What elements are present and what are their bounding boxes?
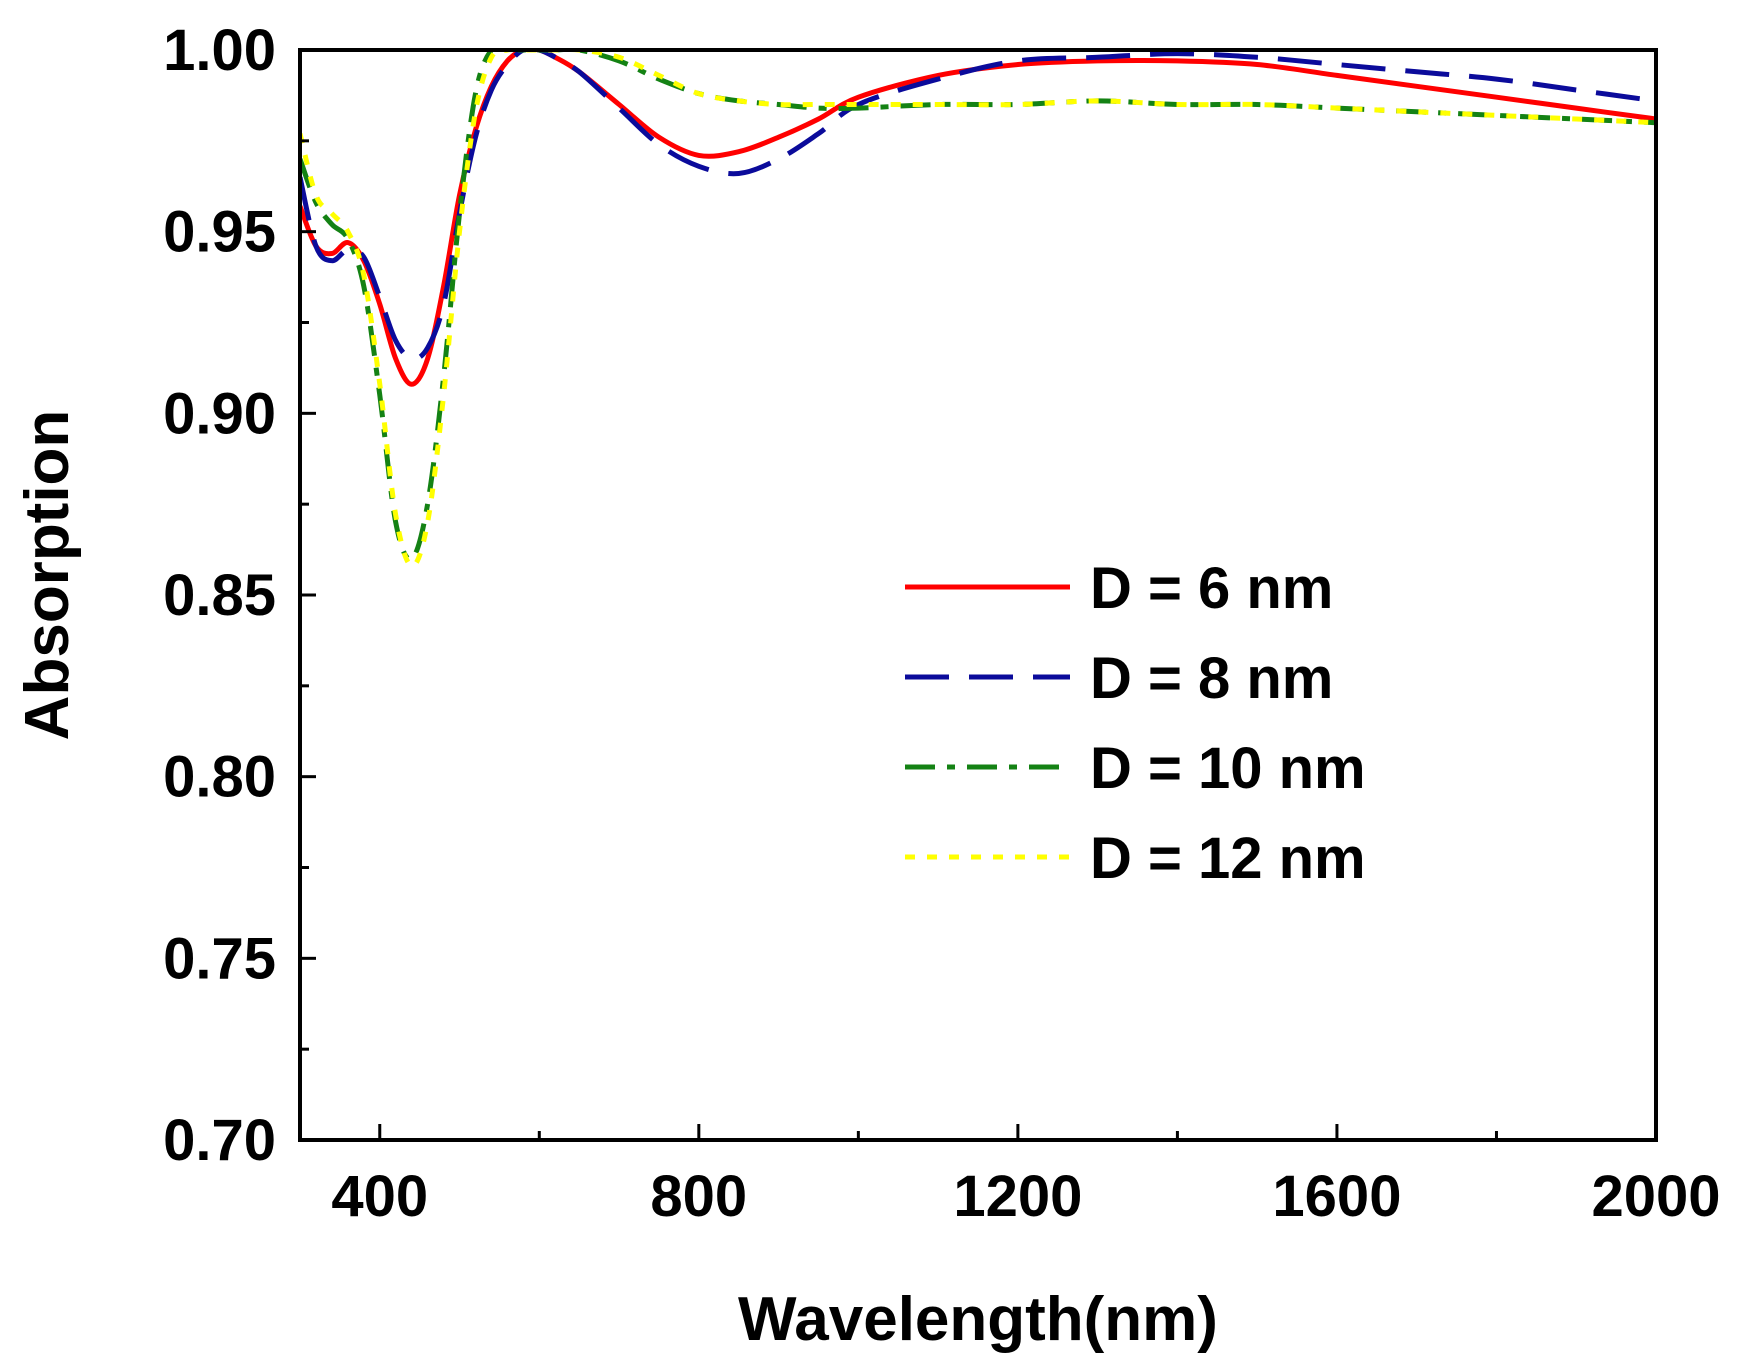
y-tick-label: 0.85 [163, 563, 276, 628]
x-tick-label: 1600 [1272, 1164, 1401, 1229]
tick-labels-layer: 400 800 1200 1600 2000 0.70 0.75 0.80 0.85 0.90 0.… [163, 18, 1720, 1229]
x-tick-label: 400 [331, 1164, 428, 1229]
plot-frame [298, 48, 1658, 1142]
y-tick-label: 1.00 [163, 18, 276, 83]
series-line-2 [300, 50, 1656, 362]
legend-label-3: D = 10 nm [1090, 736, 1366, 801]
y-tick-label: 0.90 [163, 381, 276, 446]
x-tick-label: 1200 [953, 1164, 1082, 1229]
legend: D = 6 nm D = 8 nm D = 10 nm D = 12 nm [905, 556, 1366, 891]
ticks-layer [300, 48, 1658, 1142]
y-tick-label: 0.70 [163, 1108, 276, 1173]
series-line-3 [300, 50, 1656, 562]
series-layer [300, 50, 1656, 569]
legend-label-4: D = 12 nm [1090, 826, 1366, 891]
x-tick-label: 800 [650, 1164, 747, 1229]
series-line-1 [300, 50, 1656, 387]
x-axis-title: Wavelength(nm) [738, 1285, 1218, 1354]
y-tick-label: 0.80 [163, 745, 276, 810]
legend-label-2: D = 8 nm [1090, 646, 1333, 711]
y-tick-label: 0.95 [163, 200, 276, 265]
legend-label-1: D = 6 nm [1090, 556, 1333, 621]
x-tick-label: 2000 [1591, 1164, 1720, 1229]
series-line-4 [300, 50, 1656, 569]
y-axis-title: Absorption [13, 410, 82, 741]
y-tick-label: 0.75 [163, 926, 276, 991]
